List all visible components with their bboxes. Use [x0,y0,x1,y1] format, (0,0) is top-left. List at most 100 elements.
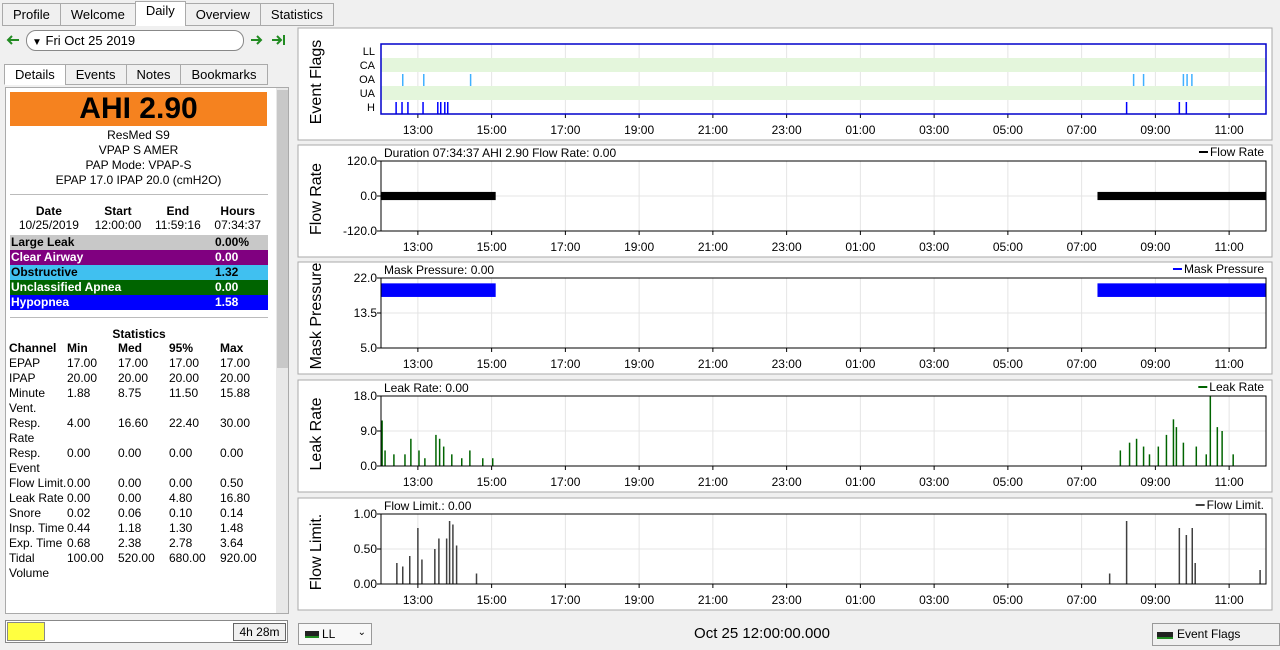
tab[interactable]: Daily [134,1,186,26]
x-tick-label: 13:00 [403,475,433,489]
stats-cell: 16.80 [220,491,251,505]
y-tick-label: 22.0 [354,271,378,285]
x-tick-label: 11:00 [1215,475,1244,489]
stats-row: IPAP 20.00 20.00 20.00 20.00 [9,371,271,386]
legend-text: Flow Limit. [1207,498,1264,512]
separator [10,194,268,195]
stats-cell: 17.00 [169,356,200,370]
sub-tab[interactable]: Events [64,64,127,85]
index-value: 0.00 [215,280,239,294]
y-tick-label: 13.5 [354,306,378,320]
stats-cell: 0.00 [220,446,244,460]
stats-cell: 100.00 [67,551,104,565]
tab[interactable]: Overview [184,3,261,26]
stats-row: Insp. Time 0.44 1.18 1.30 1.48 [9,521,271,536]
y-tick-label: 0.00 [354,577,378,591]
stats-cell: 17.00 [220,356,251,370]
y-tick-label: 1.00 [354,507,378,521]
y-tick-label: 120.0 [347,154,377,168]
sub-tab[interactable]: Bookmarks [180,64,268,85]
graph-label: Leak Rate [308,397,325,470]
machine-info: ResMed S9 VPAP S AMER PAP Mode: VPAP-S EPAP… [10,128,267,188]
stats-cell: 17.00 [67,356,98,370]
plot-border [380,43,1267,115]
stats-cell: 0.06 [118,506,142,520]
sub-tabs: Details Events Notes Bookmarks [4,64,268,85]
stats-cell: Tidal Volume [9,551,50,580]
stats-cell: 20.00 [118,371,149,385]
stats-cell: 0.00 [118,491,142,505]
stats-cell: 0.00 [118,446,142,460]
y-tick-label: -120.0 [343,224,377,238]
x-tick-label: 07:00 [1067,593,1097,607]
flag-row-label: UA [360,88,376,100]
tab[interactable]: Profile [2,3,61,26]
stats-cell: 0.00 [169,476,193,490]
stats-cell: 1.18 [118,521,142,535]
tab[interactable]: Statistics [259,3,334,26]
stats-cell: Resp. Event [9,446,41,475]
x-tick-label: 21:00 [698,475,728,489]
x-tick-label: 07:00 [1067,123,1097,137]
session-header: Start [104,204,132,218]
scroll-thumb[interactable] [277,90,288,368]
x-tick-label: 15:00 [477,357,507,371]
session-table: Date Start End Hours 10/25/2019 12:00:00 11:59… [10,204,268,232]
event-flags-button[interactable]: Event Flags [1152,623,1280,646]
sub-tab[interactable]: Notes [125,64,182,85]
stats-cell: 0.14 [220,506,244,520]
plot-border [380,513,1267,585]
value-row: 10/25/2019 12:00:00 11:59:16 07:34:37 [10,218,268,232]
x-tick-label: 01:00 [845,475,875,489]
x-tick-label: 05:00 [993,593,1023,607]
x-tick-label: 23:00 [772,475,802,489]
session-value: 11:59:16 [154,218,201,232]
x-tick-label: 21:00 [698,123,728,137]
stats-cell: 0.68 [67,536,91,550]
graph-label: Event Flags [308,40,325,124]
x-tick-label: 07:00 [1067,240,1097,254]
prev-day[interactable] [4,32,24,48]
session-band [1097,283,1266,297]
x-tick-label: 01:00 [845,240,875,254]
y-tick-label: 0.0 [360,189,377,203]
stats-cell: 4.80 [169,491,193,505]
x-tick-label: 09:00 [1140,123,1170,137]
stats-cell: Leak Rate [9,491,64,505]
stats-row: Exp. Time 0.68 2.38 2.78 3.64 [9,536,271,551]
index-name: Hypopnea [11,295,70,309]
date-picker[interactable]: ▼ Fri Oct 25 2019 [26,30,244,51]
x-tick-label: 01:00 [845,593,875,607]
index-name: Obstructive [11,265,78,279]
graph-header: Duration 07:34:37 AHI 2.90 Flow Rate: 0.… [384,146,616,160]
stats-cell: 30.00 [220,416,251,430]
ahi: AHI 2.90 [10,92,267,126]
stats-header-cell: Med [118,341,142,355]
x-tick-label: 15:00 [477,240,507,254]
x-tick-label: 11:00 [1215,123,1244,137]
stats-row: Flow Limit. 0.00 0.00 0.00 0.50 [9,476,271,491]
stats-header: Channel Min Med 95% Max [9,341,271,356]
y-tick-label: 5.0 [360,341,377,355]
stats-row: EPAP 17.00 17.00 17.00 17.00 [9,356,271,371]
index-value: 0.00 [215,250,239,264]
stats-cell: 520.00 [118,551,155,565]
stats-cell: 920.00 [220,551,257,565]
tab[interactable]: Welcome [59,3,136,26]
sub-tab[interactable]: Details [4,64,66,85]
stats-header-cell: Min [67,341,88,355]
channel-combo[interactable]: LL ⌄ [298,623,372,645]
stats-row: Resp. Rate 4.00 16.60 22.40 30.00 [9,416,271,446]
x-tick-label: 13:00 [403,593,433,607]
index-row: Clear Airway 0.00 [10,250,268,265]
x-tick-label: 09:00 [1140,475,1170,489]
x-tick-label: 19:00 [624,357,654,371]
x-tick-label: 17:00 [550,123,580,137]
flag-row-label: OA [359,74,376,86]
graph-panel [297,27,1273,141]
x-tick-label: 01:00 [845,357,875,371]
legend-text: Flow Rate [1210,145,1264,159]
stats-cell: Snore [9,506,42,520]
next-day[interactable] [248,32,288,48]
graph-label: Mask Pressure [308,263,325,370]
